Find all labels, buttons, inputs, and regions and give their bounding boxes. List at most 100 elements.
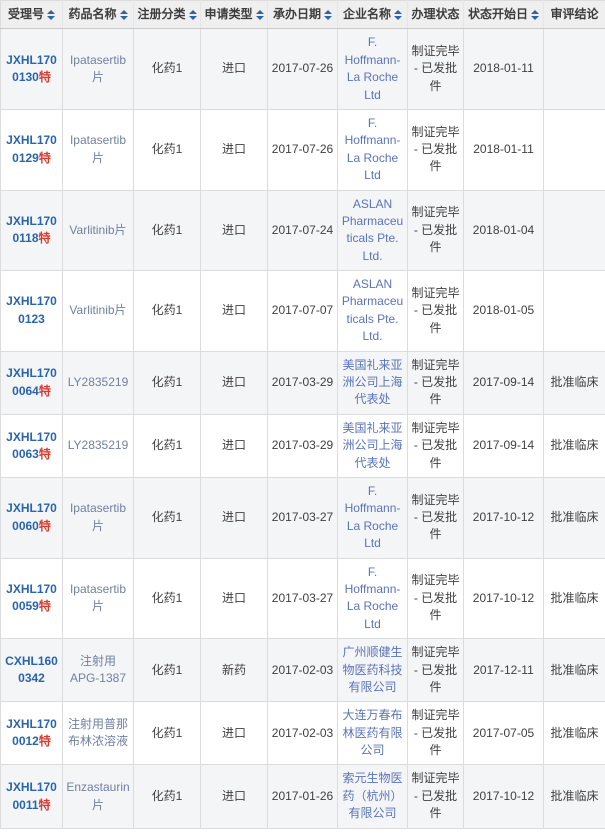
column-header-acceptance_no[interactable]: 受理号	[0, 0, 63, 30]
drug-name-link[interactable]: LY2835219	[62, 350, 134, 415]
sort-icon[interactable]	[119, 9, 128, 20]
processing-status: 制证完毕 - 已发批件	[407, 476, 464, 559]
sort-icon[interactable]	[188, 9, 197, 20]
status-start-date: 2017-10-12	[463, 557, 544, 640]
special-review-tag: 特	[38, 518, 51, 533]
registration-category: 化药1	[133, 557, 201, 640]
application-type: 进口	[200, 28, 268, 110]
acceptance-number-cell: JXHL1700012特	[0, 701, 63, 766]
table-row: JXHL1700064特 LY2835219 化药1 进口 2017-03-29 美国礼来…	[0, 350, 605, 415]
application-type: 进口	[200, 350, 268, 415]
status-start-date: 2017-12-11	[463, 638, 544, 703]
column-label: 注册分类	[137, 7, 186, 21]
acceptance-number-link[interactable]: JXHL1700130	[6, 52, 57, 85]
registration-category: 化药1	[133, 108, 201, 191]
status-start-date: 2017-09-14	[463, 413, 544, 478]
registration-category: 化药1	[133, 28, 201, 110]
application-type: 进口	[200, 270, 268, 352]
application-type: 进口	[200, 108, 268, 191]
column-header-status: 办理状态	[407, 0, 464, 30]
company-name-link[interactable]: ASLAN Pharmaceuticals Pte. Ltd.	[337, 189, 408, 272]
acceptance-date: 2017-03-29	[267, 413, 338, 478]
processing-status: 制证完毕 - 已发批件	[407, 557, 464, 640]
column-header-conclusion: 审评结论	[543, 0, 605, 30]
column-header-status_date[interactable]: 状态开始日	[463, 0, 544, 30]
status-start-date: 2018-01-11	[463, 28, 544, 110]
acceptance-number-cell: JXHL1700118特	[0, 189, 63, 272]
drug-name-link[interactable]: Varlitinib片	[62, 270, 134, 352]
table-row: JXHL1700012特 注射用普那布林浓溶液 化药1 进口 2017-02-03 大连万…	[0, 701, 605, 766]
processing-status: 制证完毕 - 已发批件	[407, 413, 464, 478]
acceptance-number-link[interactable]: CXHL1600342	[5, 653, 58, 686]
status-start-date: 2017-10-12	[463, 764, 544, 829]
drug-name-link[interactable]: Ipatasertib片	[62, 108, 134, 191]
drug-name-link[interactable]: 注射用普那布林浓溶液	[62, 701, 134, 766]
sort-icon[interactable]	[394, 9, 402, 20]
special-review-tag: 特	[38, 734, 51, 749]
acceptance-number-cell: JXHL1700130特	[0, 28, 63, 110]
acceptance-number-link[interactable]: JXHL1700011	[6, 780, 57, 812]
column-header-drug_name[interactable]: 药品名称	[62, 0, 134, 30]
special-review-tag: 特	[38, 150, 51, 165]
acceptance-number-cell: JXHL1700059特	[0, 557, 63, 640]
company-name-link[interactable]: F. Hoffmann-La Roche Ltd	[337, 476, 408, 559]
company-name-link[interactable]: F. Hoffmann-La Roche Ltd	[337, 108, 408, 191]
sort-icon[interactable]	[531, 9, 539, 20]
company-name-link[interactable]: 美国礼来亚洲公司上海代表处	[337, 413, 408, 478]
column-label: 受理号	[7, 7, 44, 21]
acceptance-number-link[interactable]: JXHL1700123	[6, 294, 57, 326]
drug-name-link[interactable]: Ipatasertib片	[62, 28, 134, 110]
column-label: 状态开始日	[467, 7, 528, 21]
acceptance-number-link[interactable]: JXHL1700063	[6, 429, 57, 461]
company-name-link[interactable]: 美国礼来亚洲公司上海代表处	[337, 350, 408, 415]
review-conclusion	[543, 270, 605, 352]
drug-name-link[interactable]: Ipatasertib片	[62, 557, 134, 640]
column-label: 审评结论	[550, 7, 599, 21]
column-label: 申请类型	[204, 7, 253, 21]
status-start-date: 2017-07-05	[463, 701, 544, 766]
company-name-link[interactable]: F. Hoffmann-La Roche Ltd	[337, 557, 408, 640]
acceptance-number-link[interactable]: JXHL1700129	[6, 133, 57, 165]
review-conclusion: 批准临床	[543, 413, 605, 478]
acceptance-date: 2017-02-03	[267, 638, 338, 703]
acceptance-date: 2017-03-27	[267, 557, 338, 640]
acceptance-number-link[interactable]: JXHL1700118	[6, 213, 57, 246]
acceptance-number-cell: JXHL1700060特	[0, 476, 63, 559]
company-name-link[interactable]: 索元生物医药（杭州）有限公司	[337, 764, 408, 829]
company-name-link[interactable]: 大连万春布林医药有限公司	[337, 701, 408, 766]
column-label: 办理状态	[411, 7, 460, 21]
status-start-date: 2018-01-11	[463, 108, 544, 191]
status-start-date: 2018-01-04	[463, 189, 544, 272]
application-type: 进口	[200, 476, 268, 559]
review-conclusion	[543, 189, 605, 272]
drug-name-link[interactable]: Varlitinib片	[62, 189, 134, 272]
company-name-link[interactable]: F. Hoffmann-La Roche Ltd	[337, 28, 408, 110]
column-header-accept_date[interactable]: 承办日期	[267, 0, 338, 30]
processing-status: 制证完毕 - 已发批件	[407, 28, 464, 110]
registration-category: 化药1	[133, 701, 201, 766]
sort-icon[interactable]	[255, 9, 264, 20]
column-header-reg_category[interactable]: 注册分类	[133, 0, 201, 30]
drug-name-link[interactable]: Ipatasertib片	[62, 476, 134, 559]
sort-icon[interactable]	[47, 9, 55, 20]
acceptance-number-link[interactable]: JXHL1700059	[6, 581, 57, 614]
drug-name-link[interactable]: LY2835219	[62, 413, 134, 478]
sort-icon[interactable]	[324, 9, 332, 20]
acceptance-date: 2017-07-26	[267, 28, 338, 110]
application-type: 进口	[200, 189, 268, 272]
drug-name-link[interactable]: 注射用APG-1387	[62, 638, 134, 703]
drug-name-link[interactable]: Enzastaurin片	[62, 764, 134, 829]
processing-status: 制证完毕 - 已发批件	[407, 350, 464, 415]
special-review-tag: 特	[38, 383, 51, 398]
company-name-link[interactable]: 广州顺健生物医药科技有限公司	[337, 638, 408, 703]
acceptance-number-link[interactable]: JXHL1700012	[6, 716, 57, 749]
review-conclusion: 批准临床	[543, 557, 605, 640]
processing-status: 制证完毕 - 已发批件	[407, 764, 464, 829]
column-header-apply_type[interactable]: 申请类型	[200, 0, 268, 30]
acceptance-date: 2017-07-24	[267, 189, 338, 272]
acceptance-number-link[interactable]: JXHL1700060	[6, 501, 57, 533]
acceptance-number-link[interactable]: JXHL1700064	[6, 366, 57, 398]
company-name-link[interactable]: ASLAN Pharmaceuticals Pte. Ltd.	[337, 270, 408, 352]
column-header-company[interactable]: 企业名称	[337, 0, 408, 30]
table-row: JXHL1700059特 Ipatasertib片 化药1 进口 2017-03-27 F…	[0, 557, 605, 640]
